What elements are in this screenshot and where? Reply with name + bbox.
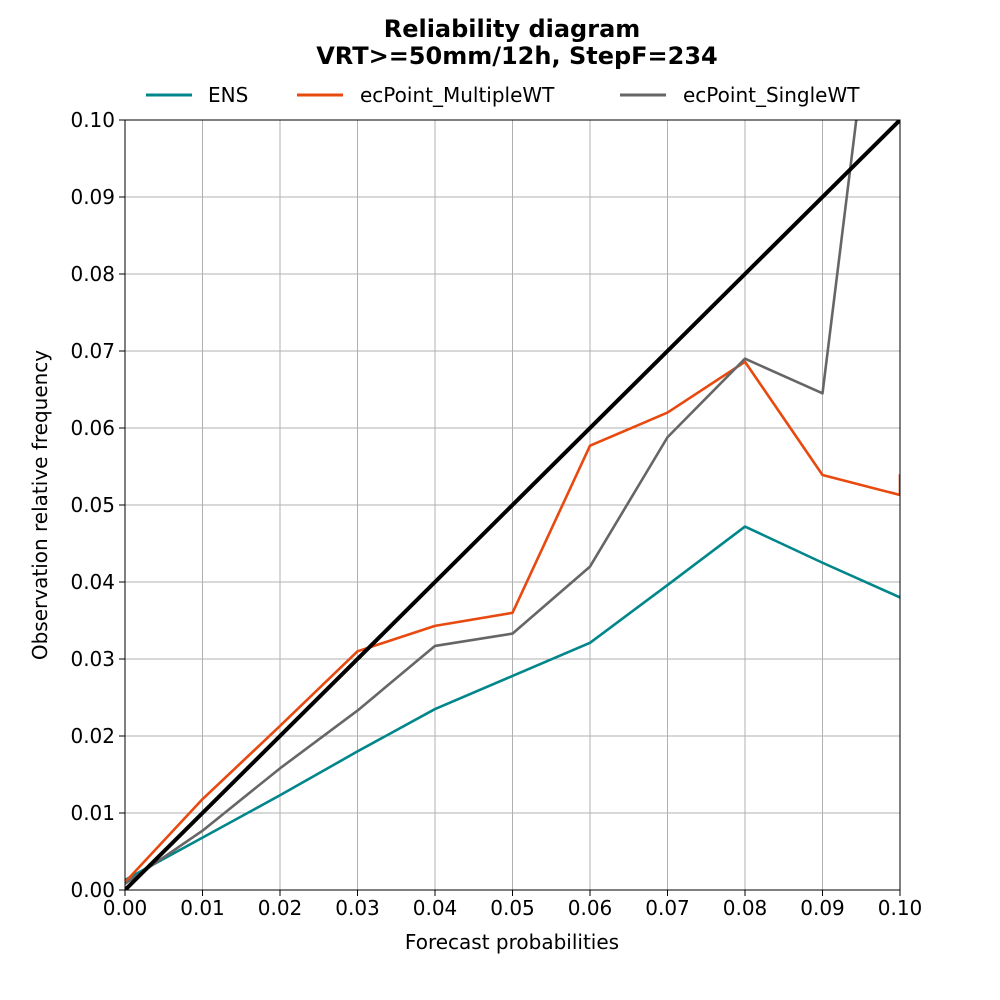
x-tick-label: 0.01 xyxy=(180,896,225,920)
chart-title: Reliability diagram xyxy=(384,15,641,43)
x-tick-label: 0.03 xyxy=(335,896,380,920)
chart-subtitle: VRT>=50mm/12h, StepF=234 xyxy=(316,42,718,70)
x-tick-label: 0.08 xyxy=(723,896,768,920)
x-tick-label: 0.04 xyxy=(413,896,458,920)
series-line-ecpoint-multiplewt xyxy=(125,360,900,884)
x-tick-label: 0.02 xyxy=(258,896,303,920)
y-tick-label: 0.06 xyxy=(70,416,115,440)
y-tick-label: 0.09 xyxy=(70,185,115,209)
x-axis-label: Forecast probabilities xyxy=(405,930,619,954)
y-tick-label: 0.07 xyxy=(70,339,115,363)
y-tick-label: 0.01 xyxy=(70,801,115,825)
x-tick-label: 0.06 xyxy=(568,896,613,920)
x-axis: 0.00 0.01 0.02 0.03 0.04 0.05 0.06 0.07 0.08 0.09… xyxy=(103,890,923,920)
y-tick-label: 0.10 xyxy=(70,108,115,132)
y-axis: 0.00 0.01 0.02 0.03 0.04 0.05 0.06 0.07 0.08 0.09… xyxy=(70,108,125,902)
y-tick-label: 0.04 xyxy=(70,570,115,594)
series-line-ecpoint-singlewt xyxy=(125,120,858,885)
series-layer xyxy=(125,120,900,890)
legend-label-singlewt: ecPoint_SingleWT xyxy=(683,83,860,107)
legend-label-ens: ENS xyxy=(208,83,248,107)
x-tick-label: 0.00 xyxy=(103,896,148,920)
x-tick-label: 0.07 xyxy=(645,896,690,920)
y-tick-label: 0.03 xyxy=(70,647,115,671)
y-tick-label: 0.00 xyxy=(70,878,115,902)
y-tick-label: 0.02 xyxy=(70,724,115,748)
x-tick-label: 0.09 xyxy=(800,896,845,920)
x-tick-label: 0.05 xyxy=(490,896,535,920)
x-tick-label: 0.10 xyxy=(878,896,923,920)
series-line-ens xyxy=(125,525,900,882)
y-axis-label: Observation relative frequency xyxy=(28,350,52,660)
series-line-perfect-reliability xyxy=(125,120,900,890)
y-tick-label: 0.08 xyxy=(70,262,115,286)
legend: ENS ecPoint_MultipleWT ecPoint_SingleWT xyxy=(146,83,860,107)
y-tick-label: 0.05 xyxy=(70,493,115,517)
legend-label-multiplewt: ecPoint_MultipleWT xyxy=(360,83,555,107)
